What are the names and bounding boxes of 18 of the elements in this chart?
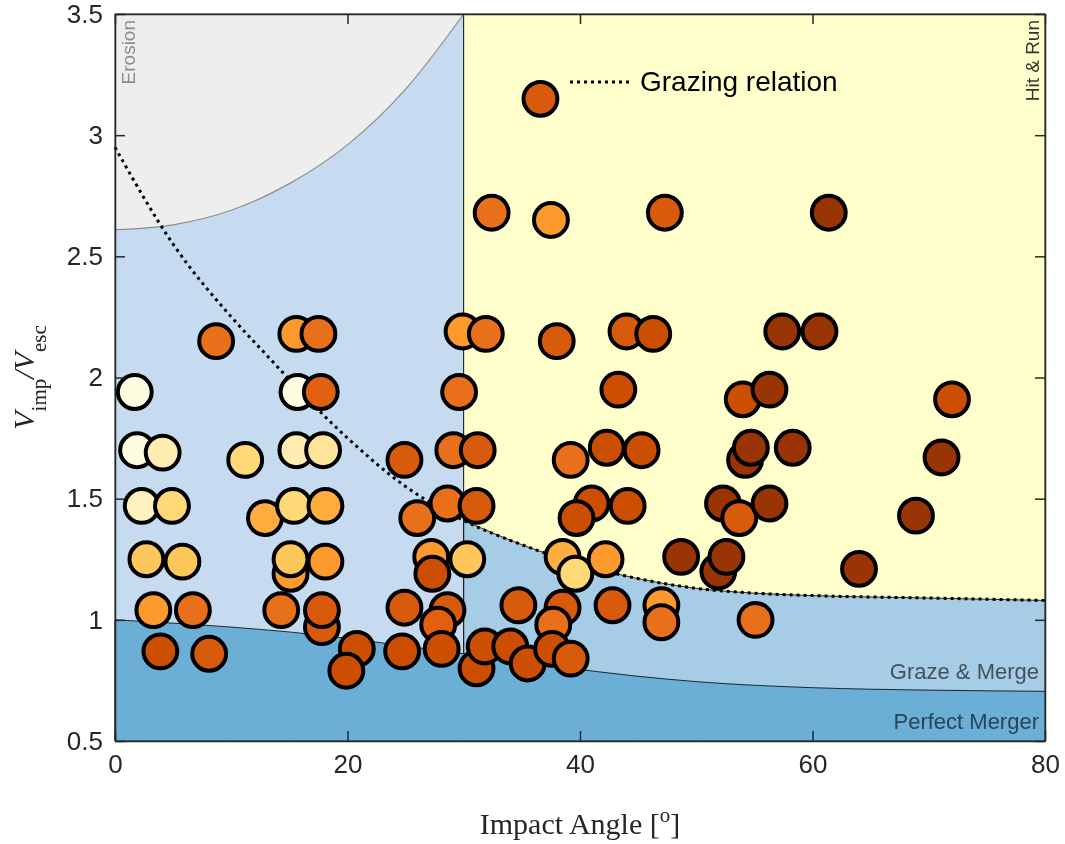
x-tick-label: 0 [108, 749, 123, 780]
x-tick-label: 60 [798, 749, 828, 780]
y-tick-label: 3 [88, 119, 103, 150]
text: Erosion [117, 20, 139, 85]
x-tick-label: 40 [566, 749, 595, 780]
y-tick-label: 3.5 [66, 0, 103, 29]
x-axis-title: Impact Angle [$^{o}$] [479, 803, 681, 840]
legend-label: Grazing relation [640, 66, 838, 97]
y-tick-label: 1 [88, 604, 103, 635]
series-label: Perfect Merger [893, 709, 1039, 734]
y-tick-label: 1.5 [66, 483, 103, 514]
y-tick-label: 2.5 [66, 241, 103, 272]
band-label: Hit & Run [1022, 20, 1043, 102]
y-tick-label: 2 [88, 362, 103, 393]
x-tick-label: 80 [1031, 749, 1060, 780]
x-tick-label: 20 [333, 749, 363, 780]
y-tick-label: 0.5 [66, 725, 103, 756]
series-label: Graze & Merge [889, 659, 1039, 685]
